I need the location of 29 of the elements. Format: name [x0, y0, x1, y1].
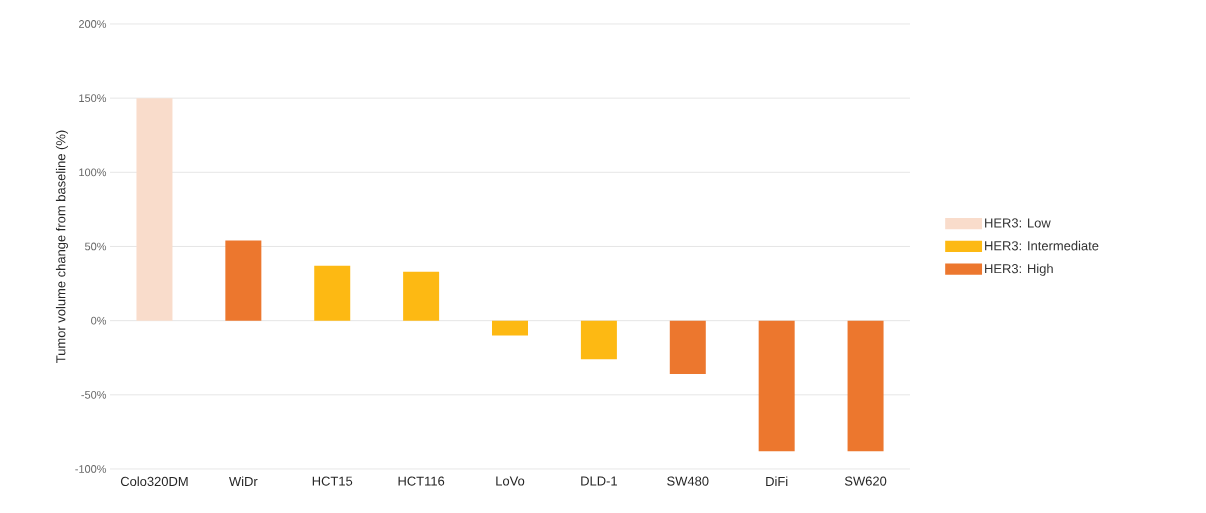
x-tick-label: DLD-1 [581, 476, 617, 486]
x-tick-label: SW620 [844, 476, 887, 486]
y-tick-label: -50% [81, 390, 107, 399]
x-tick-label: DiFi [766, 476, 788, 486]
x-tick-label: HCT15 [312, 476, 353, 486]
x-tick-label: SW480 [667, 476, 709, 486]
y-tick-label: 150% [79, 94, 107, 103]
bar [847, 320, 884, 452]
y-tick-label: -100% [75, 465, 107, 473]
bar [136, 98, 173, 321]
bar [225, 240, 262, 321]
y-tick-label: 200% [79, 20, 107, 28]
y-tick-label: 50% [85, 242, 107, 251]
bar [492, 320, 529, 336]
y-tick-label: 0% [91, 316, 107, 325]
x-tick-label: LoVo [496, 476, 525, 486]
y-axis-title: Tumor volume change from baseline (%) [55, 130, 68, 363]
legend-label: HER3: Low [985, 218, 1051, 228]
bar [403, 271, 440, 321]
legend-label: HER3: High [985, 263, 1053, 276]
y-tick-label: 100% [79, 168, 107, 177]
bar [669, 320, 706, 375]
bar [314, 265, 351, 321]
x-tick-label: Colo320DM [120, 476, 188, 487]
x-tick-label: HCT116 [398, 476, 445, 486]
x-tick-label: WiDr [229, 476, 258, 486]
legend-label: HER3: Intermediate [985, 240, 1099, 251]
bar [758, 320, 795, 452]
bar [580, 320, 617, 360]
